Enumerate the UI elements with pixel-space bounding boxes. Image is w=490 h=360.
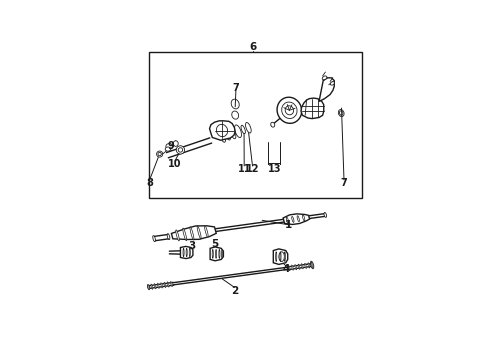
Ellipse shape bbox=[220, 131, 225, 142]
Ellipse shape bbox=[324, 212, 326, 217]
Ellipse shape bbox=[151, 284, 153, 289]
Ellipse shape bbox=[225, 130, 231, 140]
Ellipse shape bbox=[147, 284, 149, 290]
Ellipse shape bbox=[308, 263, 310, 268]
Ellipse shape bbox=[165, 147, 171, 151]
Ellipse shape bbox=[153, 236, 155, 242]
Ellipse shape bbox=[288, 265, 290, 271]
Ellipse shape bbox=[311, 262, 313, 267]
Text: 9: 9 bbox=[168, 141, 174, 151]
Text: 4: 4 bbox=[282, 264, 290, 274]
Ellipse shape bbox=[173, 141, 178, 146]
Ellipse shape bbox=[245, 122, 251, 133]
Bar bbox=[148, 51, 362, 198]
Text: 6: 6 bbox=[249, 42, 256, 52]
Text: 13: 13 bbox=[268, 164, 281, 174]
Text: 7: 7 bbox=[232, 82, 239, 93]
Ellipse shape bbox=[302, 215, 305, 221]
Ellipse shape bbox=[197, 226, 201, 239]
Ellipse shape bbox=[285, 106, 294, 115]
Polygon shape bbox=[210, 247, 223, 261]
Polygon shape bbox=[273, 249, 288, 264]
Ellipse shape bbox=[231, 99, 239, 109]
Ellipse shape bbox=[189, 248, 190, 257]
Ellipse shape bbox=[311, 261, 314, 269]
Polygon shape bbox=[319, 78, 334, 102]
Polygon shape bbox=[180, 246, 193, 258]
Ellipse shape bbox=[190, 227, 194, 240]
Text: 1: 1 bbox=[285, 220, 292, 230]
Ellipse shape bbox=[279, 252, 284, 261]
Ellipse shape bbox=[297, 216, 299, 222]
Ellipse shape bbox=[232, 111, 239, 119]
Ellipse shape bbox=[301, 264, 303, 269]
Ellipse shape bbox=[164, 282, 166, 288]
Ellipse shape bbox=[157, 283, 159, 288]
Ellipse shape bbox=[286, 217, 289, 223]
Ellipse shape bbox=[305, 263, 306, 269]
Ellipse shape bbox=[277, 97, 302, 123]
Ellipse shape bbox=[338, 109, 344, 117]
Ellipse shape bbox=[147, 285, 150, 289]
Text: 12: 12 bbox=[246, 164, 259, 174]
Ellipse shape bbox=[298, 264, 300, 269]
Ellipse shape bbox=[178, 148, 183, 152]
Ellipse shape bbox=[276, 252, 277, 261]
Ellipse shape bbox=[322, 76, 327, 80]
Ellipse shape bbox=[158, 152, 161, 156]
Ellipse shape bbox=[295, 265, 296, 270]
Polygon shape bbox=[172, 226, 216, 239]
Text: 5: 5 bbox=[212, 239, 219, 249]
Ellipse shape bbox=[183, 248, 184, 257]
Ellipse shape bbox=[212, 249, 213, 258]
Polygon shape bbox=[301, 98, 324, 118]
Ellipse shape bbox=[219, 249, 220, 258]
Ellipse shape bbox=[171, 282, 172, 287]
Ellipse shape bbox=[280, 252, 281, 261]
Ellipse shape bbox=[166, 144, 173, 149]
Ellipse shape bbox=[221, 249, 222, 258]
Text: 10: 10 bbox=[168, 159, 182, 169]
Text: 7: 7 bbox=[341, 178, 347, 188]
Ellipse shape bbox=[292, 265, 294, 270]
Ellipse shape bbox=[340, 111, 343, 115]
Text: 8: 8 bbox=[147, 178, 153, 188]
Ellipse shape bbox=[241, 125, 245, 134]
Text: 2: 2 bbox=[231, 286, 238, 296]
Polygon shape bbox=[283, 214, 310, 225]
Ellipse shape bbox=[161, 283, 163, 288]
Ellipse shape bbox=[271, 122, 275, 127]
Ellipse shape bbox=[183, 228, 187, 241]
Text: 11: 11 bbox=[238, 164, 251, 174]
Polygon shape bbox=[210, 121, 235, 140]
Text: 3: 3 bbox=[188, 240, 195, 251]
Ellipse shape bbox=[216, 249, 217, 258]
Ellipse shape bbox=[186, 248, 187, 257]
Ellipse shape bbox=[330, 82, 334, 85]
Ellipse shape bbox=[235, 125, 242, 138]
Ellipse shape bbox=[230, 127, 236, 139]
Ellipse shape bbox=[217, 124, 228, 137]
Ellipse shape bbox=[282, 102, 297, 118]
Ellipse shape bbox=[167, 234, 170, 240]
Ellipse shape bbox=[204, 225, 208, 237]
Ellipse shape bbox=[292, 216, 294, 222]
Ellipse shape bbox=[176, 230, 179, 241]
Ellipse shape bbox=[167, 282, 169, 287]
Ellipse shape bbox=[157, 151, 163, 157]
Ellipse shape bbox=[284, 252, 285, 261]
Ellipse shape bbox=[176, 146, 185, 154]
Ellipse shape bbox=[154, 284, 156, 289]
